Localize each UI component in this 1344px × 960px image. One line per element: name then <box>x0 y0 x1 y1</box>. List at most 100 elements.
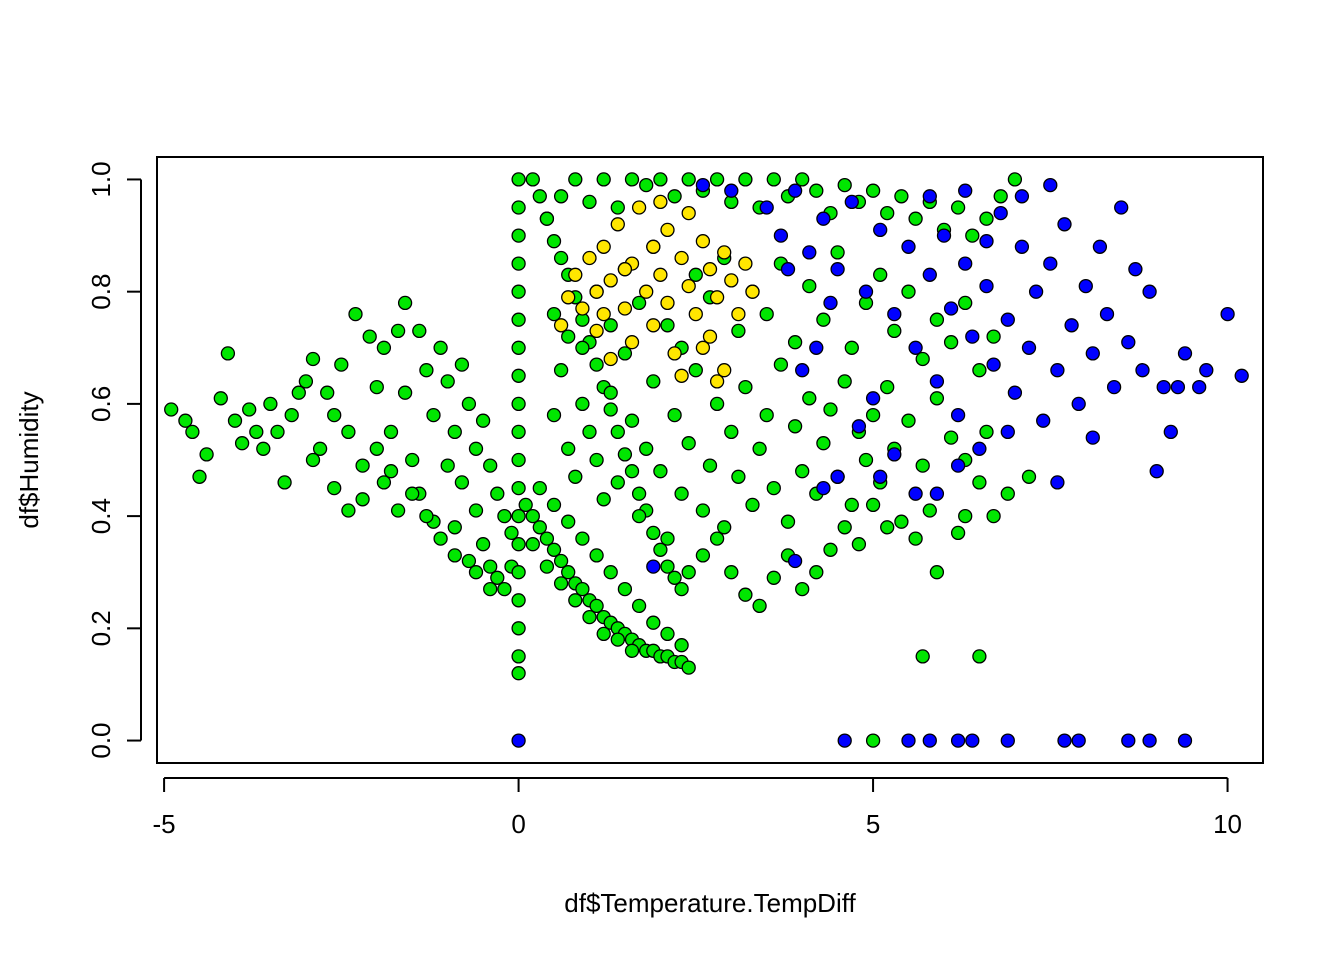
data-point <box>589 284 604 299</box>
data-point <box>461 396 477 412</box>
data-point <box>1000 312 1015 327</box>
data-point <box>376 340 392 355</box>
x-tick-label: 10 <box>1213 809 1242 839</box>
data-point <box>454 357 470 372</box>
y-tick-label: 0.2 <box>86 610 116 646</box>
data-point <box>603 273 618 288</box>
data-point <box>490 570 505 585</box>
data-point <box>646 239 661 254</box>
data-point <box>695 234 711 249</box>
data-point <box>901 413 916 428</box>
data-point <box>943 335 959 350</box>
data-point <box>511 340 526 355</box>
data-point <box>1199 363 1214 378</box>
data-point <box>1071 733 1086 748</box>
data-point <box>511 368 526 383</box>
data-point <box>546 234 562 249</box>
data-point <box>475 413 491 428</box>
data-point <box>802 278 817 294</box>
data-point <box>865 407 881 423</box>
data-point <box>674 250 689 266</box>
data-point <box>553 363 569 378</box>
data-point <box>702 329 718 344</box>
data-point <box>575 396 590 412</box>
x-tick-label: 5 <box>866 809 880 839</box>
data-point <box>596 492 611 507</box>
data-point <box>979 234 994 249</box>
data-point <box>780 514 796 529</box>
data-point <box>851 419 867 434</box>
data-point <box>447 520 462 535</box>
data-point <box>795 172 810 187</box>
data-point <box>929 486 945 501</box>
data-point <box>639 177 654 193</box>
data-point <box>958 508 973 524</box>
data-point <box>1000 486 1015 501</box>
data-point <box>752 598 767 614</box>
y-tick-label: 0.6 <box>86 386 116 422</box>
data-point <box>759 407 774 423</box>
data-point <box>950 407 966 423</box>
data-point <box>320 385 335 400</box>
data-point <box>802 245 817 260</box>
data-point <box>1043 256 1058 271</box>
data-point <box>681 278 696 294</box>
data-point <box>688 363 703 378</box>
data-point <box>986 329 1001 344</box>
data-point <box>511 256 526 271</box>
data-point <box>1099 306 1115 322</box>
data-point <box>362 329 377 344</box>
data-point <box>929 374 945 389</box>
data-point <box>865 497 881 513</box>
data-point <box>603 351 618 367</box>
data-point <box>390 323 406 339</box>
data-point <box>993 205 1008 221</box>
data-point <box>965 329 980 344</box>
data-point <box>745 284 760 299</box>
data-point <box>795 464 810 479</box>
data-point <box>603 402 618 417</box>
data-point <box>596 172 611 187</box>
data-point <box>546 407 562 423</box>
data-point <box>1043 177 1058 193</box>
data-point <box>773 357 789 372</box>
data-point <box>766 570 781 585</box>
data-point <box>660 626 675 642</box>
data-point <box>582 609 597 625</box>
data-point <box>561 290 576 305</box>
data-point <box>447 548 462 563</box>
data-point <box>787 183 803 198</box>
x-axis-label: df$Temperature.TempDiff <box>564 888 856 918</box>
data-point <box>511 666 526 681</box>
data-point <box>1057 217 1072 232</box>
data-point <box>972 475 987 490</box>
data-point <box>1114 200 1129 215</box>
data-point <box>1078 278 1093 294</box>
data-point <box>873 222 888 238</box>
data-point <box>305 452 321 468</box>
data-point <box>610 200 625 215</box>
data-point <box>284 407 299 423</box>
data-point <box>582 424 597 440</box>
data-point <box>681 172 696 187</box>
x-tick-label: 0 <box>511 809 525 839</box>
data-point <box>553 189 569 204</box>
data-point <box>950 200 966 215</box>
data-point <box>908 340 923 355</box>
data-point <box>667 346 682 361</box>
data-point <box>263 396 278 412</box>
data-point <box>943 301 959 316</box>
data-point <box>596 306 611 322</box>
data-point <box>837 520 852 535</box>
data-point <box>915 458 930 473</box>
data-point <box>433 340 448 355</box>
data-point <box>965 228 980 243</box>
data-point <box>695 177 711 193</box>
data-point <box>702 458 718 473</box>
data-point <box>646 615 661 630</box>
data-point <box>1007 385 1023 400</box>
data-point <box>568 469 583 484</box>
data-point <box>709 396 725 412</box>
data-point <box>653 172 668 187</box>
data-point <box>291 385 306 400</box>
